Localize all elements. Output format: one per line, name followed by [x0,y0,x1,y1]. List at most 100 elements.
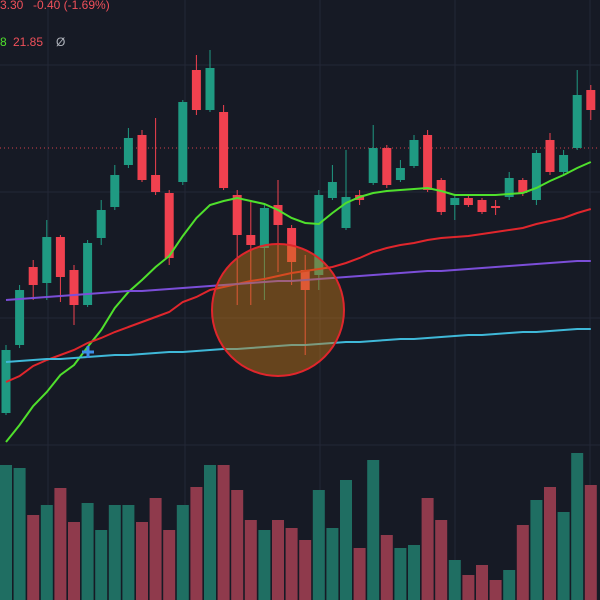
volume-bar [285,528,298,600]
candle-body [463,198,473,205]
candle-body [83,243,93,305]
volume-bar [312,490,325,600]
candle-body [477,200,487,212]
volume-bar [108,505,121,600]
candle-body [273,205,283,225]
candle-body [586,90,596,110]
ma-tail-text: 8 [0,35,7,49]
candle-body [572,95,582,148]
volume-bar [258,530,271,600]
volume-bar [340,480,352,600]
candle-body [151,175,161,192]
candle-body [545,140,555,172]
volume-layer [0,453,597,600]
candle-body [259,208,269,248]
candle-body [15,290,25,345]
candle-body [205,68,215,110]
candle-body [110,175,120,207]
ma-value-text: 21.85 [13,35,43,49]
volume-bar [81,503,94,600]
volume-bar [448,560,461,600]
volume-bar [394,548,407,600]
volume-bar [421,498,434,600]
volume-bar [367,460,380,600]
volume-bar [299,540,312,600]
volume-bar [231,490,244,600]
candle-body [491,206,501,208]
volume-bar [571,453,584,600]
volume-bar [176,505,189,600]
volume-bar [149,498,162,600]
symbol-text: Ø [56,35,65,49]
candle-body [409,140,419,166]
candle-body [327,182,337,198]
volume-bar [40,505,53,600]
volume-bar [408,545,420,600]
volume-bar [27,515,40,600]
candle-body [96,210,106,238]
candle-body [423,135,433,190]
candle-body [531,153,541,200]
volume-bar [462,575,475,600]
candle-body [178,102,188,182]
change-text: -0.40 (-1.69%) [33,0,110,12]
cross-marker [82,346,94,358]
candle-body [69,270,79,305]
volume-bar [54,488,67,600]
candle-body [436,180,446,212]
candle-body [246,235,256,245]
candle-body [314,195,324,275]
highlight-circle [211,243,345,377]
volume-bar [122,505,135,600]
volume-bar [476,565,488,600]
volume-bar [190,487,203,600]
candle-body [42,237,52,283]
volume-bar [326,528,339,600]
volume-bar [0,465,12,600]
candle-body [55,237,65,277]
volume-bar [13,468,26,600]
volume-bar [136,522,148,600]
volume-bar [516,525,529,600]
moving-average-line [5,260,591,301]
candle-body [164,193,174,258]
candle-body [219,112,229,188]
moving-average-line [5,208,592,383]
volume-bar [244,520,257,600]
volume-bar [217,465,230,600]
volume-bar [204,465,216,600]
candle-body [232,195,242,235]
candle-body [137,135,147,180]
candle-body [123,138,133,165]
volume-bar [353,548,366,600]
candle-body [368,148,378,183]
candle-body [191,70,201,110]
volume-bar [503,570,516,600]
volume-bar [272,520,284,600]
volume-bar [557,512,570,600]
moving-average-line [5,161,592,443]
candle-body [559,155,569,172]
volume-bar [584,485,597,600]
volume-bar [435,520,448,600]
candle-body [450,198,460,205]
candle-body [504,178,514,197]
candle-body [382,148,392,185]
candle-body [28,267,38,285]
volume-bar [544,487,556,600]
ma-layer [5,161,592,443]
candle-body [341,197,351,228]
volume-bar [489,580,502,600]
price-text: 3.30 [0,0,24,12]
volume-bar [163,530,176,600]
volume-bar [380,535,393,600]
candle-body [395,168,405,180]
volume-bar [95,530,108,600]
volume-bar [68,522,80,600]
moving-average-line [5,328,591,363]
candle-body [518,180,528,193]
